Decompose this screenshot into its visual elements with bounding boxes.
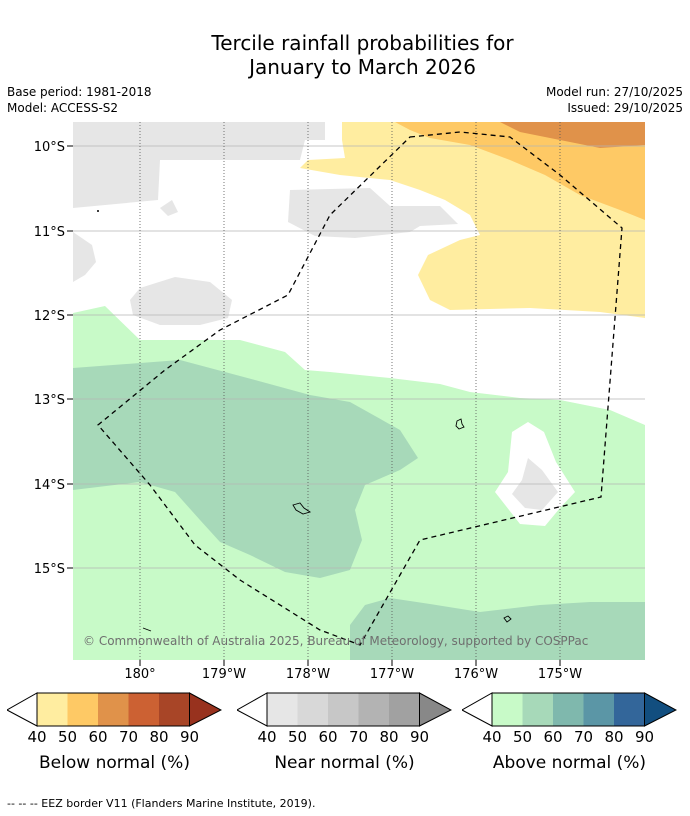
colorbar-over-arrow — [189, 693, 221, 726]
lon-label: 177°W — [370, 667, 414, 682]
near-normal-region — [73, 122, 325, 208]
legend-tick: 70 — [573, 728, 594, 746]
island-shape — [455, 418, 465, 430]
colorbar-swatch — [492, 693, 523, 726]
island-shape — [142, 627, 152, 632]
legend-tick: 50 — [512, 728, 533, 746]
colorbar-swatch — [267, 693, 298, 726]
legend-tick: 60 — [543, 728, 563, 746]
title-line-1: Tercile rainfall probabilities for — [211, 31, 514, 55]
island-shape — [503, 615, 512, 623]
legend-title-above: Above normal (%) — [492, 753, 647, 773]
meta-right: Model run: 27/10/2025 Issued: 29/10/2025 — [546, 84, 683, 116]
colorbar-swatch — [553, 693, 584, 726]
legend-tick: 70 — [118, 728, 139, 746]
map-fill-layers — [73, 122, 645, 660]
below-normal-region — [395, 122, 645, 220]
colorbar-swatch — [522, 693, 553, 726]
colorbar-under-arrow — [7, 692, 38, 727]
legend-near-normal — [237, 692, 452, 728]
probability-map: 10°S 11°S 12°S 13°S 14°S 15°S 180° 179°W… — [34, 122, 645, 682]
lat-label: 13°S — [34, 393, 65, 408]
legend-tick: 90 — [634, 728, 655, 746]
above-normal-region-50 — [350, 598, 645, 660]
legend-below-normal — [7, 692, 222, 728]
colorbar-near — [237, 692, 452, 727]
model-name: Model: ACCESS-S2 — [7, 101, 119, 115]
lat-label: 10°S — [34, 140, 65, 155]
island-dot — [97, 210, 99, 212]
issued-date: Issued: 29/10/2025 — [567, 101, 683, 115]
legend-tick: 40 — [482, 728, 502, 746]
lon-label: 179°W — [202, 667, 246, 682]
colorbar-outline — [419, 692, 452, 727]
colorbar-over-arrow — [644, 693, 676, 726]
copyright-note: © Commonwealth of Australia 2025, Bureau… — [83, 634, 588, 648]
colorbar-swatch — [358, 693, 389, 726]
legend-title-near: Near normal (%) — [274, 753, 415, 773]
axis-ticks — [67, 145, 561, 666]
lon-label: 178°W — [286, 667, 330, 682]
lat-label: 11°S — [34, 225, 65, 240]
map-title: Tercile rainfall probabilities for Janua… — [0, 31, 690, 79]
title-line-2: January to March 2026 — [249, 55, 476, 79]
colorbar-over-arrow — [419, 693, 451, 726]
colorbar-swatch — [67, 693, 98, 726]
near-normal-region — [288, 188, 458, 238]
colorbar-swatch — [583, 693, 614, 726]
colorbar-swatch — [328, 693, 359, 726]
base-period: Base period: 1981-2018 — [7, 85, 152, 99]
colorbar-above — [462, 692, 677, 727]
legend-near-ticks: 40 50 60 70 80 90 — [237, 728, 452, 746]
colorbar-outline — [189, 692, 222, 727]
legend-tick: 80 — [379, 728, 399, 746]
model-run: Model run: 27/10/2025 — [545, 85, 683, 99]
legend-title-below: Below normal (%) — [39, 753, 190, 773]
graticule — [73, 122, 645, 660]
colorbar-swatch — [159, 693, 190, 726]
legend-above-normal — [462, 692, 677, 728]
lat-label: 15°S — [34, 562, 65, 577]
legend-tick: 60 — [88, 728, 108, 746]
lat-label: 12°S — [34, 309, 65, 324]
colorbar-below — [7, 692, 222, 727]
legend-below-ticks: 40 50 60 70 80 90 — [7, 728, 222, 746]
lon-label: 176°W — [454, 667, 498, 682]
island-shape — [292, 502, 312, 515]
legend-tick: 80 — [604, 728, 624, 746]
colorbar-under-arrow — [462, 692, 493, 727]
legend-tick: 60 — [318, 728, 338, 746]
eez-footnote: -- -- -- EEZ border V11 (Flanders Marine… — [7, 797, 316, 810]
near-normal-region — [73, 232, 96, 282]
legend-tick: 90 — [409, 728, 430, 746]
lat-label: 14°S — [34, 478, 65, 493]
colorbar-outline — [644, 692, 677, 727]
legend-tick: 50 — [287, 728, 308, 746]
lon-label: 175°W — [538, 667, 582, 682]
meta-left: Base period: 1981-2018 Model: ACCESS-S2 — [7, 84, 152, 116]
legend-above-ticks: 40 50 60 70 80 90 — [462, 728, 677, 746]
above-normal-region-50 — [73, 360, 418, 578]
legend-tick: 50 — [57, 728, 78, 746]
near-normal-region — [160, 200, 178, 216]
colorbar-swatch — [614, 693, 645, 726]
colorbar-swatch — [389, 693, 420, 726]
legend-tick: 40 — [27, 728, 47, 746]
legend-tick: 90 — [179, 728, 200, 746]
colorbar-swatch — [297, 693, 328, 726]
colorbar-swatch — [128, 693, 159, 726]
legend-tick: 40 — [257, 728, 277, 746]
near-normal-region — [130, 277, 232, 325]
legend-tick: 70 — [348, 728, 369, 746]
colorbar-swatch — [98, 693, 129, 726]
lon-label: 180° — [124, 667, 155, 682]
colorbar-swatch — [37, 693, 68, 726]
colorbar-under-arrow — [237, 692, 268, 727]
legend-tick: 80 — [149, 728, 169, 746]
eez-border — [97, 131, 623, 646]
below-normal-region — [500, 122, 645, 148]
